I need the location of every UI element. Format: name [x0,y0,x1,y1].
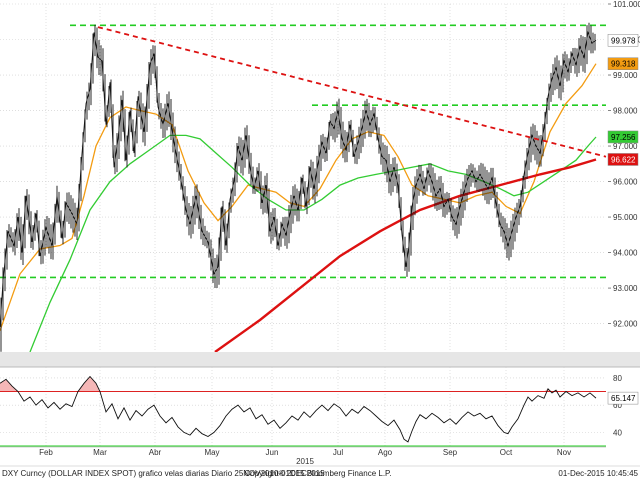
trendline [97,26,607,158]
price-tick-label: 96.000 [613,178,638,187]
price-tick-label: 95.000 [613,213,638,222]
last-value-tag-label: 99.978 [611,36,636,45]
year-label: 2015 [296,457,314,466]
last-value-tag-box [607,57,639,70]
price-tick-label: 97.000 [613,142,638,151]
rsi-last-value-tag: 65.147 [607,391,639,405]
last-value-tag-label: 96.622 [611,155,636,164]
last-value-tag-label: 97.256 [611,133,636,142]
month-label: Mar [93,448,107,457]
rsi-tick-label: 40 [613,428,622,437]
resistance-trendline [97,26,607,158]
rsi-axis: 40 60 80 [613,374,622,437]
rsi-last-value-label: 65.147 [611,394,636,403]
rsi-tick-label: 60 [613,401,622,410]
panel-separator [0,352,640,367]
rsi-line [0,375,597,443]
rsi-last-value-box [607,391,639,405]
price-close-line [0,30,597,328]
moving-average-long-line [214,158,597,353]
month-label: Feb [39,448,53,457]
price-tick-label: 93.000 [613,284,638,293]
rsi-overbought-area [84,376,90,392]
price-tick-label: 101.000 [613,0,640,9]
rsi-levels [0,391,606,447]
price-tick-label: 94.000 [613,249,638,258]
month-label: May [204,448,219,457]
rsi-overbought-area [6,379,12,392]
support-resistance-levels [0,24,606,279]
last-value-tag-box [607,153,639,166]
last-value-tag-box [607,130,639,144]
month-label: Jun [266,448,279,457]
rsi-overbought-area [90,376,96,392]
rsi-overbought-area [548,388,552,392]
month-label: Sep [443,448,458,457]
last-value-tag-box [607,34,639,47]
month-label: Nov [557,448,571,457]
rsi-tick-label: 80 [613,374,622,383]
price-tick-label: 99.000 [613,71,638,80]
price-tick-label: 98.000 [613,107,638,116]
rsi-series-line [0,375,597,443]
time-axis: Feb Mar Abr May Jun Jul Ago Sep Oct Nov 2015 [0,446,606,466]
last-value-tags: 99.978 99.318 97.256 96.622 [607,34,639,166]
price-tick-label: 92.000 [613,320,638,329]
month-label: Ago [378,448,393,457]
month-label: Abr [149,448,162,457]
month-label: Oct [500,448,513,457]
footer-timestamp: 01-Dec-2015 10:45:45 [558,469,638,478]
footer-description: DXY Curncy (DOLLAR INDEX SPOT) grafico v… [2,469,325,478]
price-bars [0,22,597,352]
footer-copyright: Copyright® 2015 Bloomberg Finance L.P. [244,469,391,478]
last-value-tag-label: 99.318 [611,60,636,69]
month-label: Jul [333,448,343,457]
